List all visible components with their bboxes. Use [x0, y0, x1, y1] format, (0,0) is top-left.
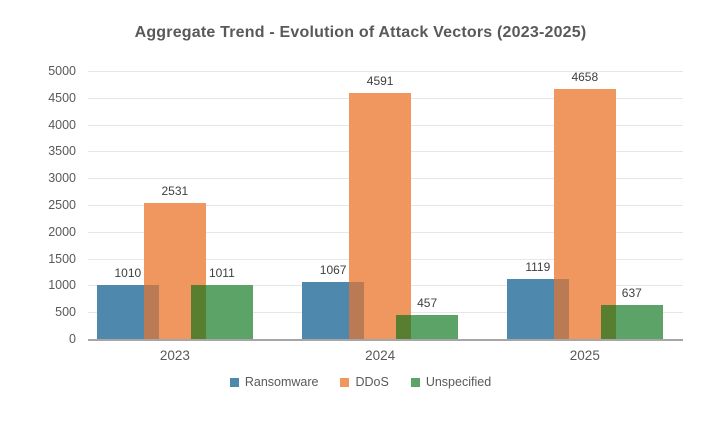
bar-value-label: 1011 — [208, 265, 235, 280]
bar-value-label: 2531 — [161, 184, 189, 199]
y-axis-tick-label: 1000 — [48, 278, 76, 293]
legend-swatch-icon — [340, 377, 350, 387]
bar-value-label: 4591 — [366, 73, 394, 88]
overlap-ddos-unspecified — [600, 304, 616, 339]
legend-swatch-icon — [229, 377, 239, 387]
x-axis-tick-label: 2025 — [569, 348, 600, 363]
overlap-ddos-unspecified — [190, 284, 206, 339]
y-axis-tick-label: 2000 — [48, 224, 76, 239]
bar-value-label: 637 — [621, 285, 642, 300]
bar-value-label: 457 — [417, 295, 438, 310]
legend-item-ddos: DDoS — [340, 375, 389, 389]
gridline — [88, 71, 683, 72]
plot-area: 1010 2531 1011 1067 4591 457 1119 4658 637 — [88, 70, 683, 341]
x-axis-tick-label: 2024 — [365, 348, 396, 363]
legend-item-ransomware: Ransomware — [229, 375, 319, 389]
y-axis-tick-label: 1500 — [48, 251, 76, 266]
y-axis-tick-label: 4500 — [48, 90, 76, 105]
legend-label: Unspecified — [425, 375, 492, 389]
y-axis-tick-label: 500 — [55, 305, 76, 320]
y-axis: 0 500 1000 1500 2000 2500 3000 3500 4000 4500 5000 — [0, 64, 76, 346]
legend-label: DDoS — [355, 375, 389, 389]
legend-item-unspecified: Unspecified — [410, 375, 492, 389]
bar-value-label: 1119 — [525, 260, 551, 275]
overlap-ddos-unspecified — [396, 314, 412, 339]
overlap-ransomware-ddos — [143, 284, 159, 339]
x-axis-tick-label: 2023 — [159, 348, 190, 363]
bar-value-label: 1010 — [114, 265, 142, 280]
x-axis: 2023 2024 2025 — [88, 348, 683, 366]
bar-group-2023: 1010 2531 1011 — [96, 71, 253, 339]
bar-group-2024: 1067 4591 457 — [302, 71, 459, 339]
y-axis-tick-label: 3500 — [48, 144, 76, 159]
bar-value-label: 1067 — [319, 262, 347, 277]
y-axis-tick-label: 5000 — [48, 64, 76, 78]
chart-title: Aggregate Trend - Evolution of Attack Ve… — [134, 24, 587, 41]
legend: Ransomware DDoS Unspecified — [0, 375, 721, 389]
y-axis-tick-label: 0 — [69, 332, 76, 346]
overlap-ransomware-ddos — [553, 279, 569, 339]
y-axis-tick-label: 2500 — [48, 198, 76, 212]
bar-value-label: 4658 — [571, 70, 599, 85]
bar-group-2025: 1119 4658 637 — [506, 70, 663, 339]
legend-swatch-icon — [410, 377, 420, 387]
y-axis-tick-label: 3000 — [48, 171, 76, 186]
legend-label: Ransomware — [244, 375, 319, 389]
y-axis-tick-label: 4000 — [48, 117, 76, 132]
overlap-ransomware-ddos — [349, 281, 365, 339]
